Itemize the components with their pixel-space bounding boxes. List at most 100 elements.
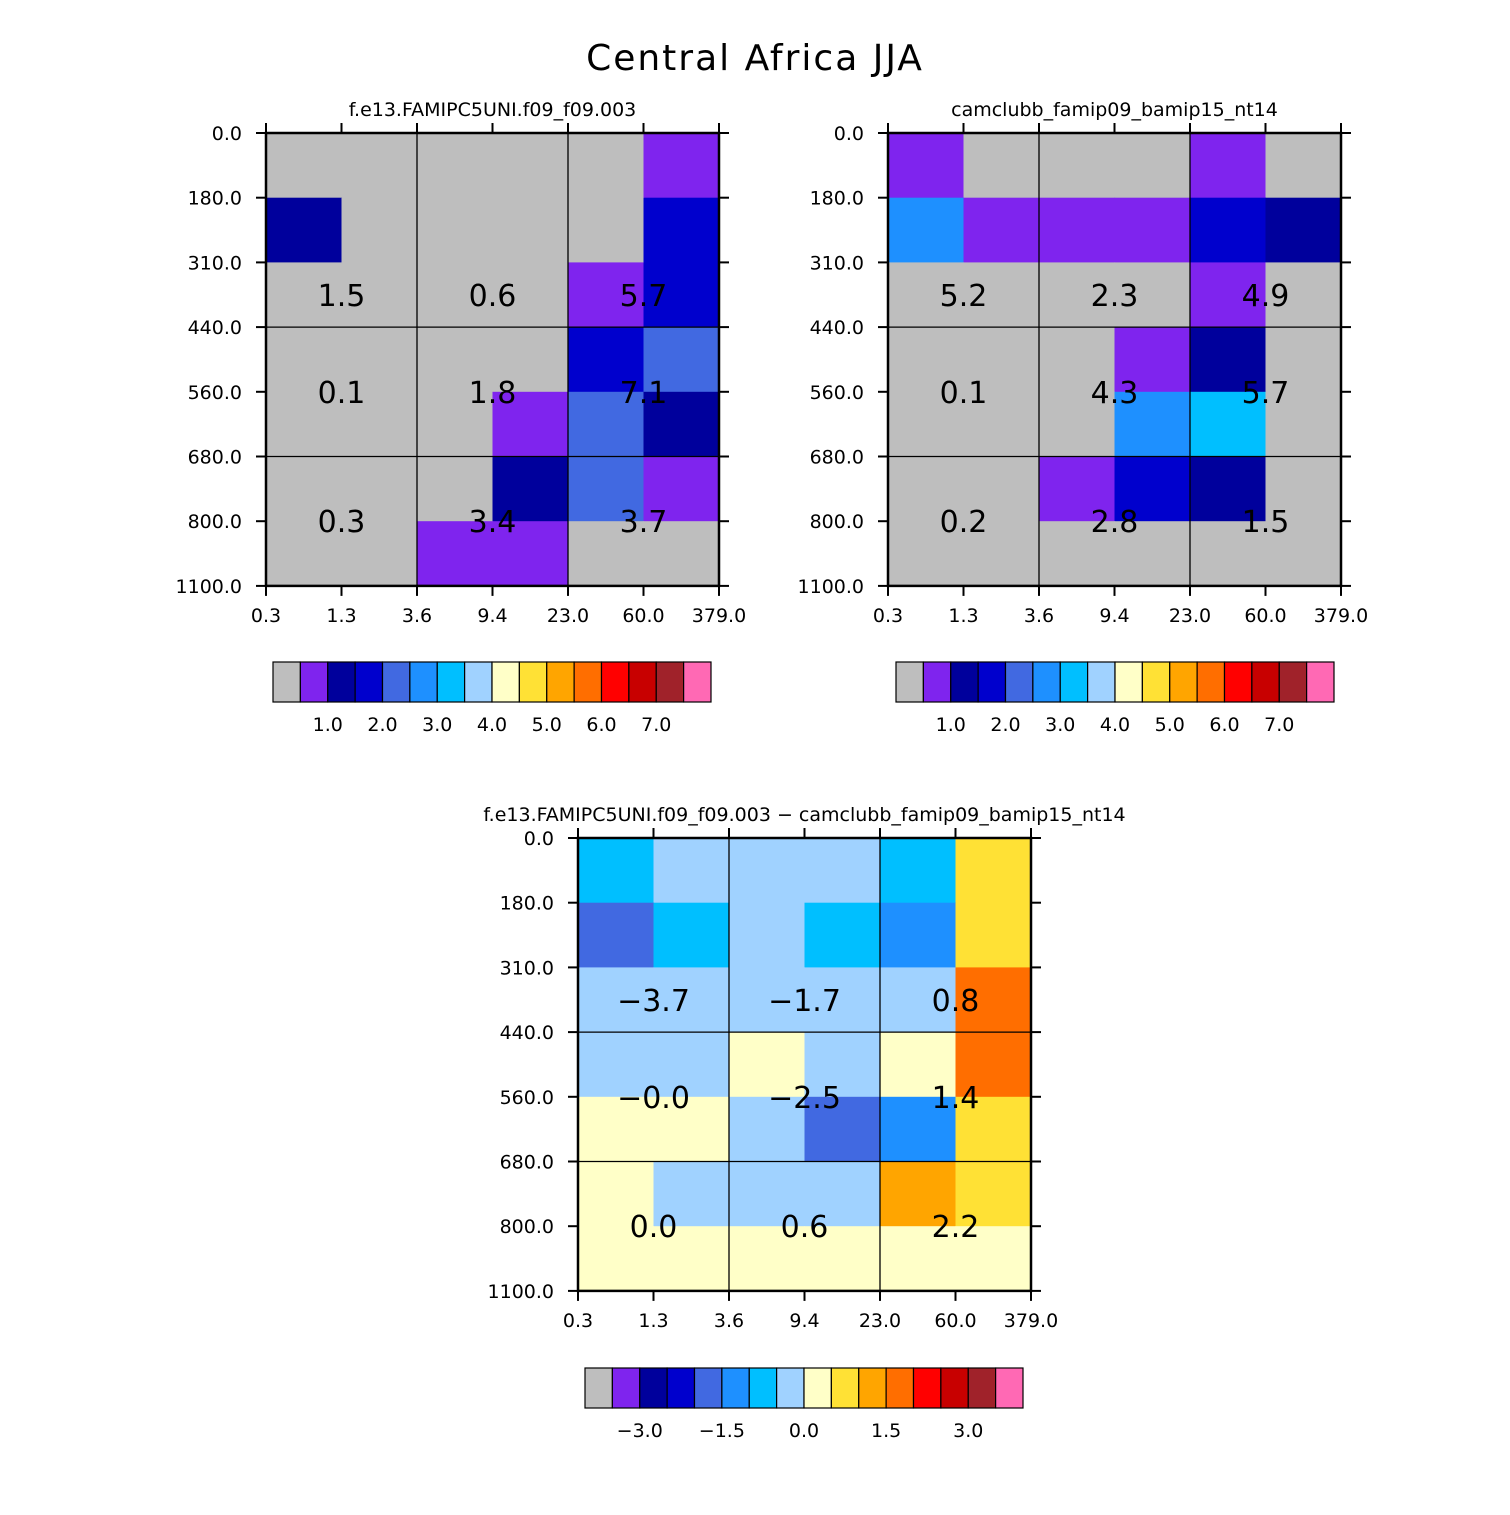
heatmap-cell: [568, 391, 645, 458]
heatmap-cell: [1265, 197, 1342, 263]
x-tick-label: 379.0: [692, 605, 746, 627]
heatmap-cell: [492, 327, 569, 393]
heatmap-cell: [1039, 456, 1116, 522]
colorbar-swatch: [940, 1367, 969, 1409]
y-tick-label: 0.0: [524, 828, 554, 850]
y-tick-label: 310.0: [188, 252, 242, 274]
heatmap-cell: [1114, 327, 1191, 393]
colorbar-swatch: [518, 661, 548, 703]
heatmap-cell: [1039, 327, 1116, 393]
y-tick-label: 680.0: [188, 447, 242, 469]
heatmap-cell: [653, 1096, 730, 1163]
heatmap-cell: [1190, 521, 1267, 587]
heatmap-cell: [955, 838, 1032, 904]
heatmap-cell: [880, 1032, 957, 1098]
x-tick-label: 0.3: [251, 605, 281, 627]
heatmap-cell: [578, 1032, 655, 1098]
heatmap-cell: [568, 197, 645, 263]
y-tick-label: 180.0: [500, 893, 554, 915]
heatmap-cell: [888, 133, 965, 199]
box-value-label: 4.3: [1091, 376, 1139, 411]
heatmap-cell: [643, 133, 720, 199]
heatmap-cell: [963, 391, 1040, 458]
heatmap-cell: [1190, 327, 1267, 393]
box-value-label: 0.1: [318, 376, 366, 411]
colorbar-label: 3.0: [1045, 714, 1075, 736]
heatmap-cell: [888, 262, 965, 328]
box-value-label: 0.2: [940, 505, 988, 540]
heatmap-cell: [417, 521, 494, 587]
x-tick-label: 9.4: [789, 1310, 819, 1332]
box-value-label: 1.5: [1242, 505, 1290, 540]
box-value-label: 0.3: [318, 505, 366, 540]
colorbar-label: 1.0: [313, 714, 343, 736]
x-tick-label: 1.3: [638, 1310, 668, 1332]
heatmap-cell: [963, 521, 1040, 587]
box-value-label: 5.2: [940, 279, 988, 314]
heatmap-cell: [568, 327, 645, 393]
heatmap-cell: [880, 838, 957, 904]
heatmap-cell: [568, 262, 645, 328]
colorbar-swatch: [327, 661, 356, 703]
heatmap-cell: [888, 197, 965, 263]
colorbar-label: 1.0: [936, 714, 966, 736]
heatmap-cell: [568, 133, 645, 199]
heatmap-cell: [804, 838, 881, 904]
y-tick-label: 1100.0: [488, 1281, 554, 1303]
colorbar-label: 4.0: [1100, 714, 1130, 736]
x-tick-label: 1.3: [326, 605, 356, 627]
heatmap-cell: [804, 1032, 881, 1098]
box-value-label: 0.1: [940, 376, 988, 411]
y-tick-label: 560.0: [188, 382, 242, 404]
colorbar-swatch: [299, 661, 329, 703]
y-tick-label: 560.0: [500, 1087, 554, 1109]
colorbar-swatch: [1278, 661, 1308, 703]
heatmap-cell: [1190, 391, 1267, 458]
heatmap-cell: [653, 1226, 730, 1292]
colorbar-label: 5.0: [1155, 714, 1185, 736]
heatmap-cell: [955, 1096, 1032, 1163]
colorbar-swatch: [1087, 661, 1116, 703]
heatmap-cell: [578, 967, 655, 1033]
main-title: Central Africa JJA: [586, 38, 924, 79]
colorbar-label: −3.0: [617, 1420, 663, 1442]
heatmap-cell: [804, 902, 881, 968]
x-tick-label: 0.3: [563, 1310, 593, 1332]
colorbar-swatch: [272, 661, 301, 703]
y-tick-label: 0.0: [212, 123, 242, 145]
y-tick-label: 440.0: [810, 317, 864, 339]
colorbar-swatch: [1169, 661, 1198, 703]
box-value-label: −1.7: [768, 984, 841, 1019]
heatmap-cell: [963, 133, 1040, 199]
heatmap-cell: [1190, 456, 1267, 522]
heatmap-cell: [804, 1096, 881, 1163]
heatmap-cell: [568, 456, 645, 522]
colorbar-label: 6.0: [1209, 714, 1239, 736]
heatmap-cell: [1265, 391, 1342, 458]
heatmap-cell: [1190, 197, 1267, 263]
x-tick-label: 60.0: [934, 1310, 976, 1332]
heatmap-cell: [568, 521, 645, 587]
heatmap-cell: [955, 1032, 1032, 1098]
heatmap-cell: [653, 902, 730, 968]
colorbar-label: 7.0: [1264, 714, 1294, 736]
heatmap-cell: [417, 133, 494, 199]
x-tick-label: 3.6: [402, 605, 432, 627]
heatmap-cell: [266, 133, 343, 199]
heatmap-cell: [880, 1161, 957, 1227]
colorbar: 1.0 2.0 3.0 4.0 5.0 6.0 7.0: [272, 661, 712, 736]
y-tick-label: 1100.0: [176, 576, 242, 598]
x-tick-label: 3.6: [714, 1310, 744, 1332]
heatmap-cell: [578, 1161, 655, 1227]
heatmap-cell: [578, 1226, 655, 1292]
colorbar-swatch: [1004, 661, 1034, 703]
heatmap-cell: [417, 391, 494, 458]
heatmap-cell: [492, 262, 569, 328]
colorbar-swatch: [693, 1367, 723, 1409]
heatmap-cell: [578, 902, 655, 968]
colorbar-swatch: [912, 1367, 942, 1409]
colorbar-swatch: [1141, 661, 1171, 703]
heatmap-cell: [955, 967, 1032, 1033]
heatmap-cell: [492, 391, 569, 458]
